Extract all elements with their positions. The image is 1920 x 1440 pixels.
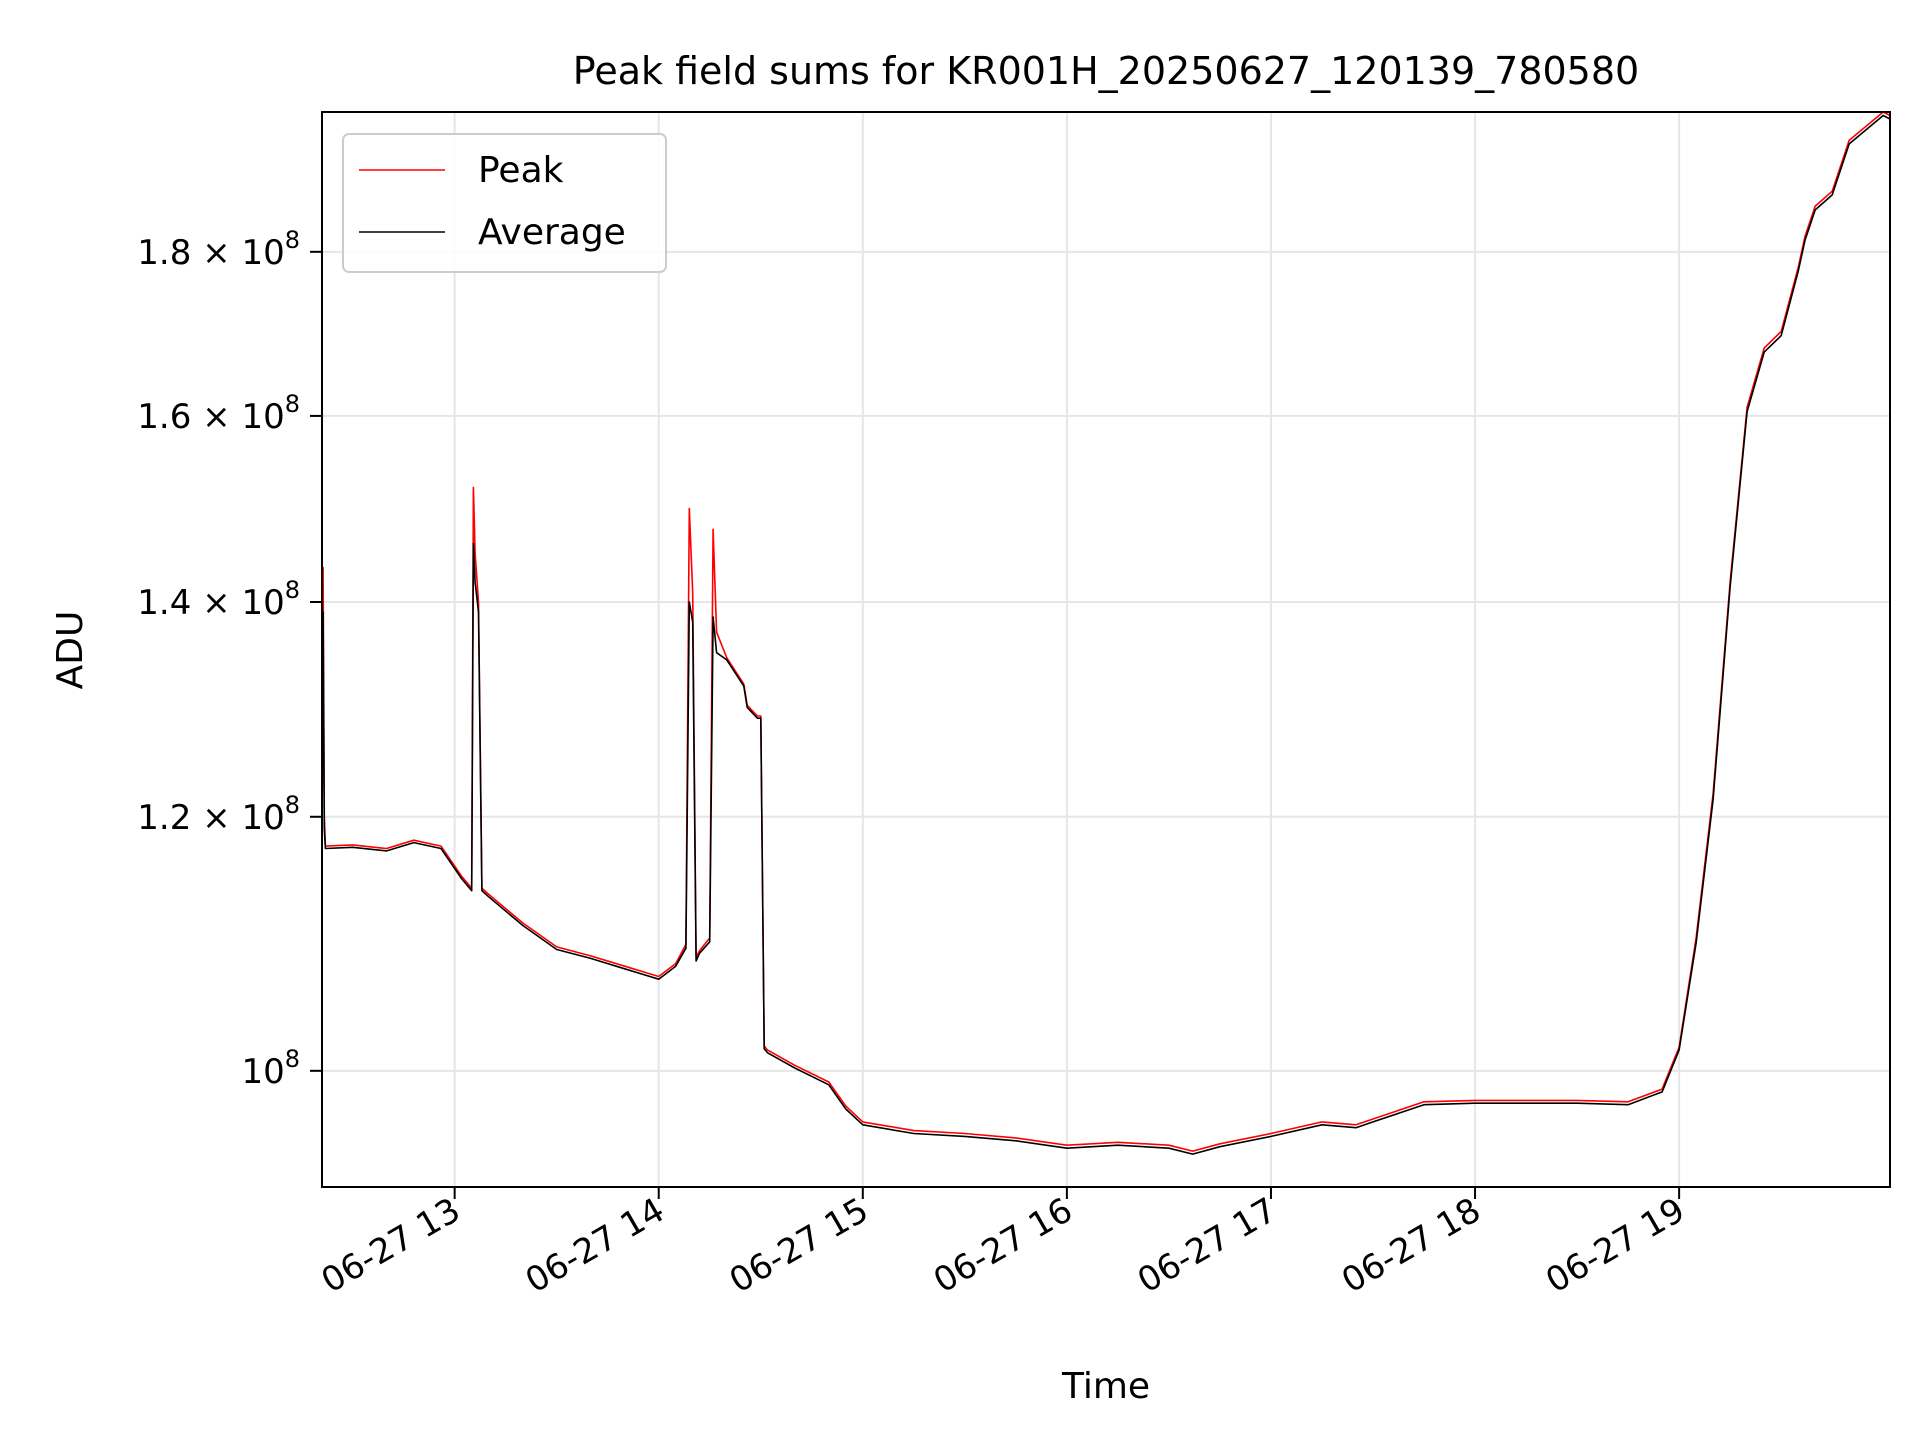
legend-box bbox=[342, 133, 667, 273]
y-tick-label: 1.8 × 108 bbox=[137, 226, 300, 273]
y-axis-label: ADU bbox=[50, 611, 91, 690]
y-tick-label: 1.4 × 108 bbox=[137, 576, 300, 623]
y-tick-label: 1.2 × 108 bbox=[137, 791, 300, 838]
x-axis-label: Time bbox=[1061, 1366, 1150, 1407]
y-tick-label: 1.6 × 108 bbox=[137, 390, 300, 437]
legend-label-average: Average bbox=[478, 212, 626, 253]
y-tick-label: 108 bbox=[241, 1045, 300, 1092]
series-layer bbox=[321, 111, 1891, 1155]
legend: Peak Average bbox=[342, 133, 667, 273]
grid bbox=[322, 112, 1890, 1187]
plot-frame bbox=[321, 111, 1891, 1188]
legend-label-peak: Peak bbox=[478, 150, 564, 191]
series-line-average bbox=[321, 114, 1891, 1155]
chart-title: Peak field sums for KR001H_20250627_1201… bbox=[573, 49, 1639, 93]
